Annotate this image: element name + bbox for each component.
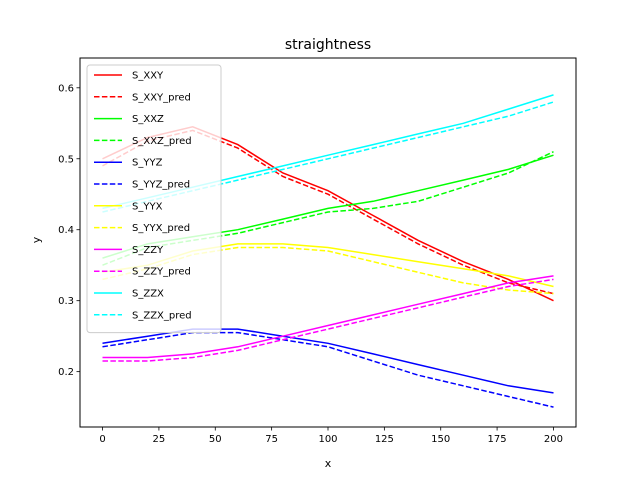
y-tick-label: 0.4 bbox=[58, 225, 74, 236]
y-tick-label: 0.5 bbox=[58, 154, 74, 165]
x-tick-label: 100 bbox=[318, 434, 337, 445]
series-line-s-yyz-pred bbox=[102, 331, 554, 408]
legend-label: S_YYZ bbox=[132, 158, 163, 169]
x-tick-label: 25 bbox=[153, 434, 166, 445]
x-tick-label: 75 bbox=[265, 434, 278, 445]
series-line-s-yyx-pred bbox=[102, 246, 554, 295]
legend: S_XXY S_XXY_pred S_XXZ S_XXZ_pred S_YYZ S_YYZ… bbox=[86, 64, 222, 334]
y-tick-label: 0.3 bbox=[58, 296, 74, 307]
legend-label: S_YYX bbox=[132, 201, 163, 212]
legend-label: S_XXY_pred bbox=[132, 92, 191, 103]
legend-box bbox=[86, 64, 222, 334]
series-line-s-zzy bbox=[102, 275, 554, 359]
x-axis-label: x bbox=[325, 457, 332, 470]
legend-label: S_XXZ bbox=[132, 114, 164, 125]
legend-label: S_YYX_pred bbox=[132, 223, 190, 234]
legend-label: S_XXZ_pred bbox=[132, 136, 192, 147]
legend-label: S_ZZX_pred bbox=[132, 310, 192, 321]
series-line-s-zzx-pred bbox=[102, 101, 554, 213]
x-tick-label: 0 bbox=[99, 434, 105, 445]
x-tick-label: 200 bbox=[544, 434, 563, 445]
x-tick-label: 150 bbox=[431, 434, 450, 445]
legend-label: S_ZZX bbox=[132, 289, 164, 300]
x-tick-label: 175 bbox=[488, 434, 507, 445]
y-tick-label: 0.6 bbox=[58, 83, 74, 94]
legend-label: S_ZZY_pred bbox=[132, 267, 191, 278]
legend-label: S_XXY bbox=[132, 71, 164, 82]
series-line-s-xxz-pred bbox=[102, 151, 554, 266]
chart-title: straightness bbox=[285, 37, 371, 53]
axes-layer: 0 25 50 75 100 125 150 175 200 0.2 0.3 0.4 0.5 0.6 bbox=[58, 57, 577, 445]
series-line-s-zzy-pred bbox=[102, 278, 554, 362]
y-axis-label: y bbox=[30, 236, 43, 243]
y-tick-label: 0.2 bbox=[58, 367, 74, 378]
legend-label: S_YYZ_pred bbox=[132, 180, 190, 191]
legend-label: S_ZZY bbox=[132, 245, 164, 256]
x-tick-label: 125 bbox=[375, 434, 394, 445]
x-tick-label: 50 bbox=[209, 434, 222, 445]
